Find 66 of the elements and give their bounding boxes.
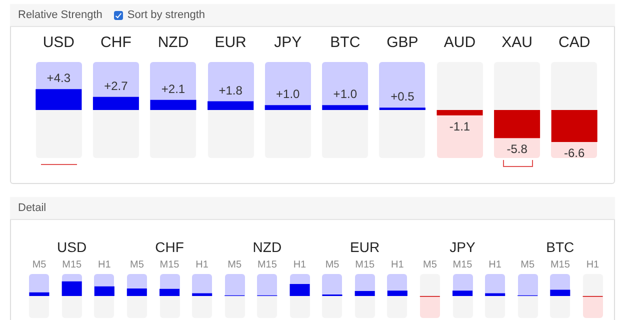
series-label: M15 (62, 260, 82, 270)
bar (94, 286, 114, 296)
text: H1 (586, 260, 600, 270)
bar (208, 101, 254, 110)
data-label: +2.1 (161, 82, 186, 96)
data-label: +1.0 (276, 87, 300, 102)
x-tick-label: JPY (274, 34, 302, 51)
bar (290, 284, 310, 296)
x-tick-label: NZD (252, 239, 282, 255)
bar (494, 110, 540, 138)
bar (264, 105, 311, 110)
data-label: +0.5 (390, 90, 415, 104)
bar (36, 89, 82, 110)
text: M15 (452, 260, 472, 270)
series-label: M5 (130, 260, 144, 270)
text: M5 (32, 260, 46, 270)
x-tick-label: USD (57, 239, 87, 255)
x-tick-label: USD (42, 34, 75, 51)
text: M15 (257, 260, 277, 270)
bar (29, 292, 50, 296)
x-tick-label: CHF (155, 239, 184, 255)
data-label: +1.8 (218, 83, 243, 98)
chart-title: Relative Strength (18, 9, 102, 21)
x-tick-label: NZD (158, 34, 189, 51)
x-tick-label: EUR (214, 34, 247, 51)
bar (150, 100, 196, 110)
x-tick-label: BTC (330, 34, 360, 51)
bar (92, 96, 139, 110)
text: H1 (390, 260, 404, 270)
data-label: +1.0 (333, 87, 358, 102)
data-label: +2.7 (104, 78, 128, 93)
bar (160, 288, 180, 296)
text: M5 (520, 260, 535, 270)
data-label: +4.3 (46, 71, 71, 86)
chart-title: Detail (18, 202, 46, 214)
x-tick-label: AUD (444, 34, 476, 51)
bar (354, 291, 375, 296)
x-tick-label: CAD (558, 34, 590, 51)
data-label: -1.1 (449, 119, 470, 134)
bar (485, 293, 506, 296)
text: M5 (325, 260, 340, 270)
x-tick-label: CHF (100, 34, 132, 51)
text: Sort by strength (127, 9, 206, 21)
x-tick-label: XAU (502, 34, 532, 51)
text: M15 (355, 260, 375, 270)
data-label: -5.8 (506, 142, 528, 156)
data-label: -6.6 (564, 146, 586, 160)
text: M5 (422, 260, 437, 270)
text: H1 (488, 260, 502, 270)
text: M15 (550, 260, 570, 270)
x-tick-label: JPY (450, 239, 476, 255)
bar (550, 290, 570, 296)
text: H1 (98, 260, 111, 270)
text: M15 (160, 260, 180, 270)
bar (192, 293, 212, 296)
text: M5 (228, 260, 242, 270)
bar (436, 110, 483, 116)
bar (452, 290, 472, 296)
text: H1 (196, 260, 208, 270)
x-tick-label: BTC (546, 239, 574, 255)
series-label: H1 (293, 260, 307, 270)
bar (322, 105, 368, 110)
x-tick-label: GBP (386, 34, 418, 51)
bar (126, 288, 147, 296)
x-tick-label: EUR (350, 239, 380, 255)
bar (387, 290, 408, 296)
